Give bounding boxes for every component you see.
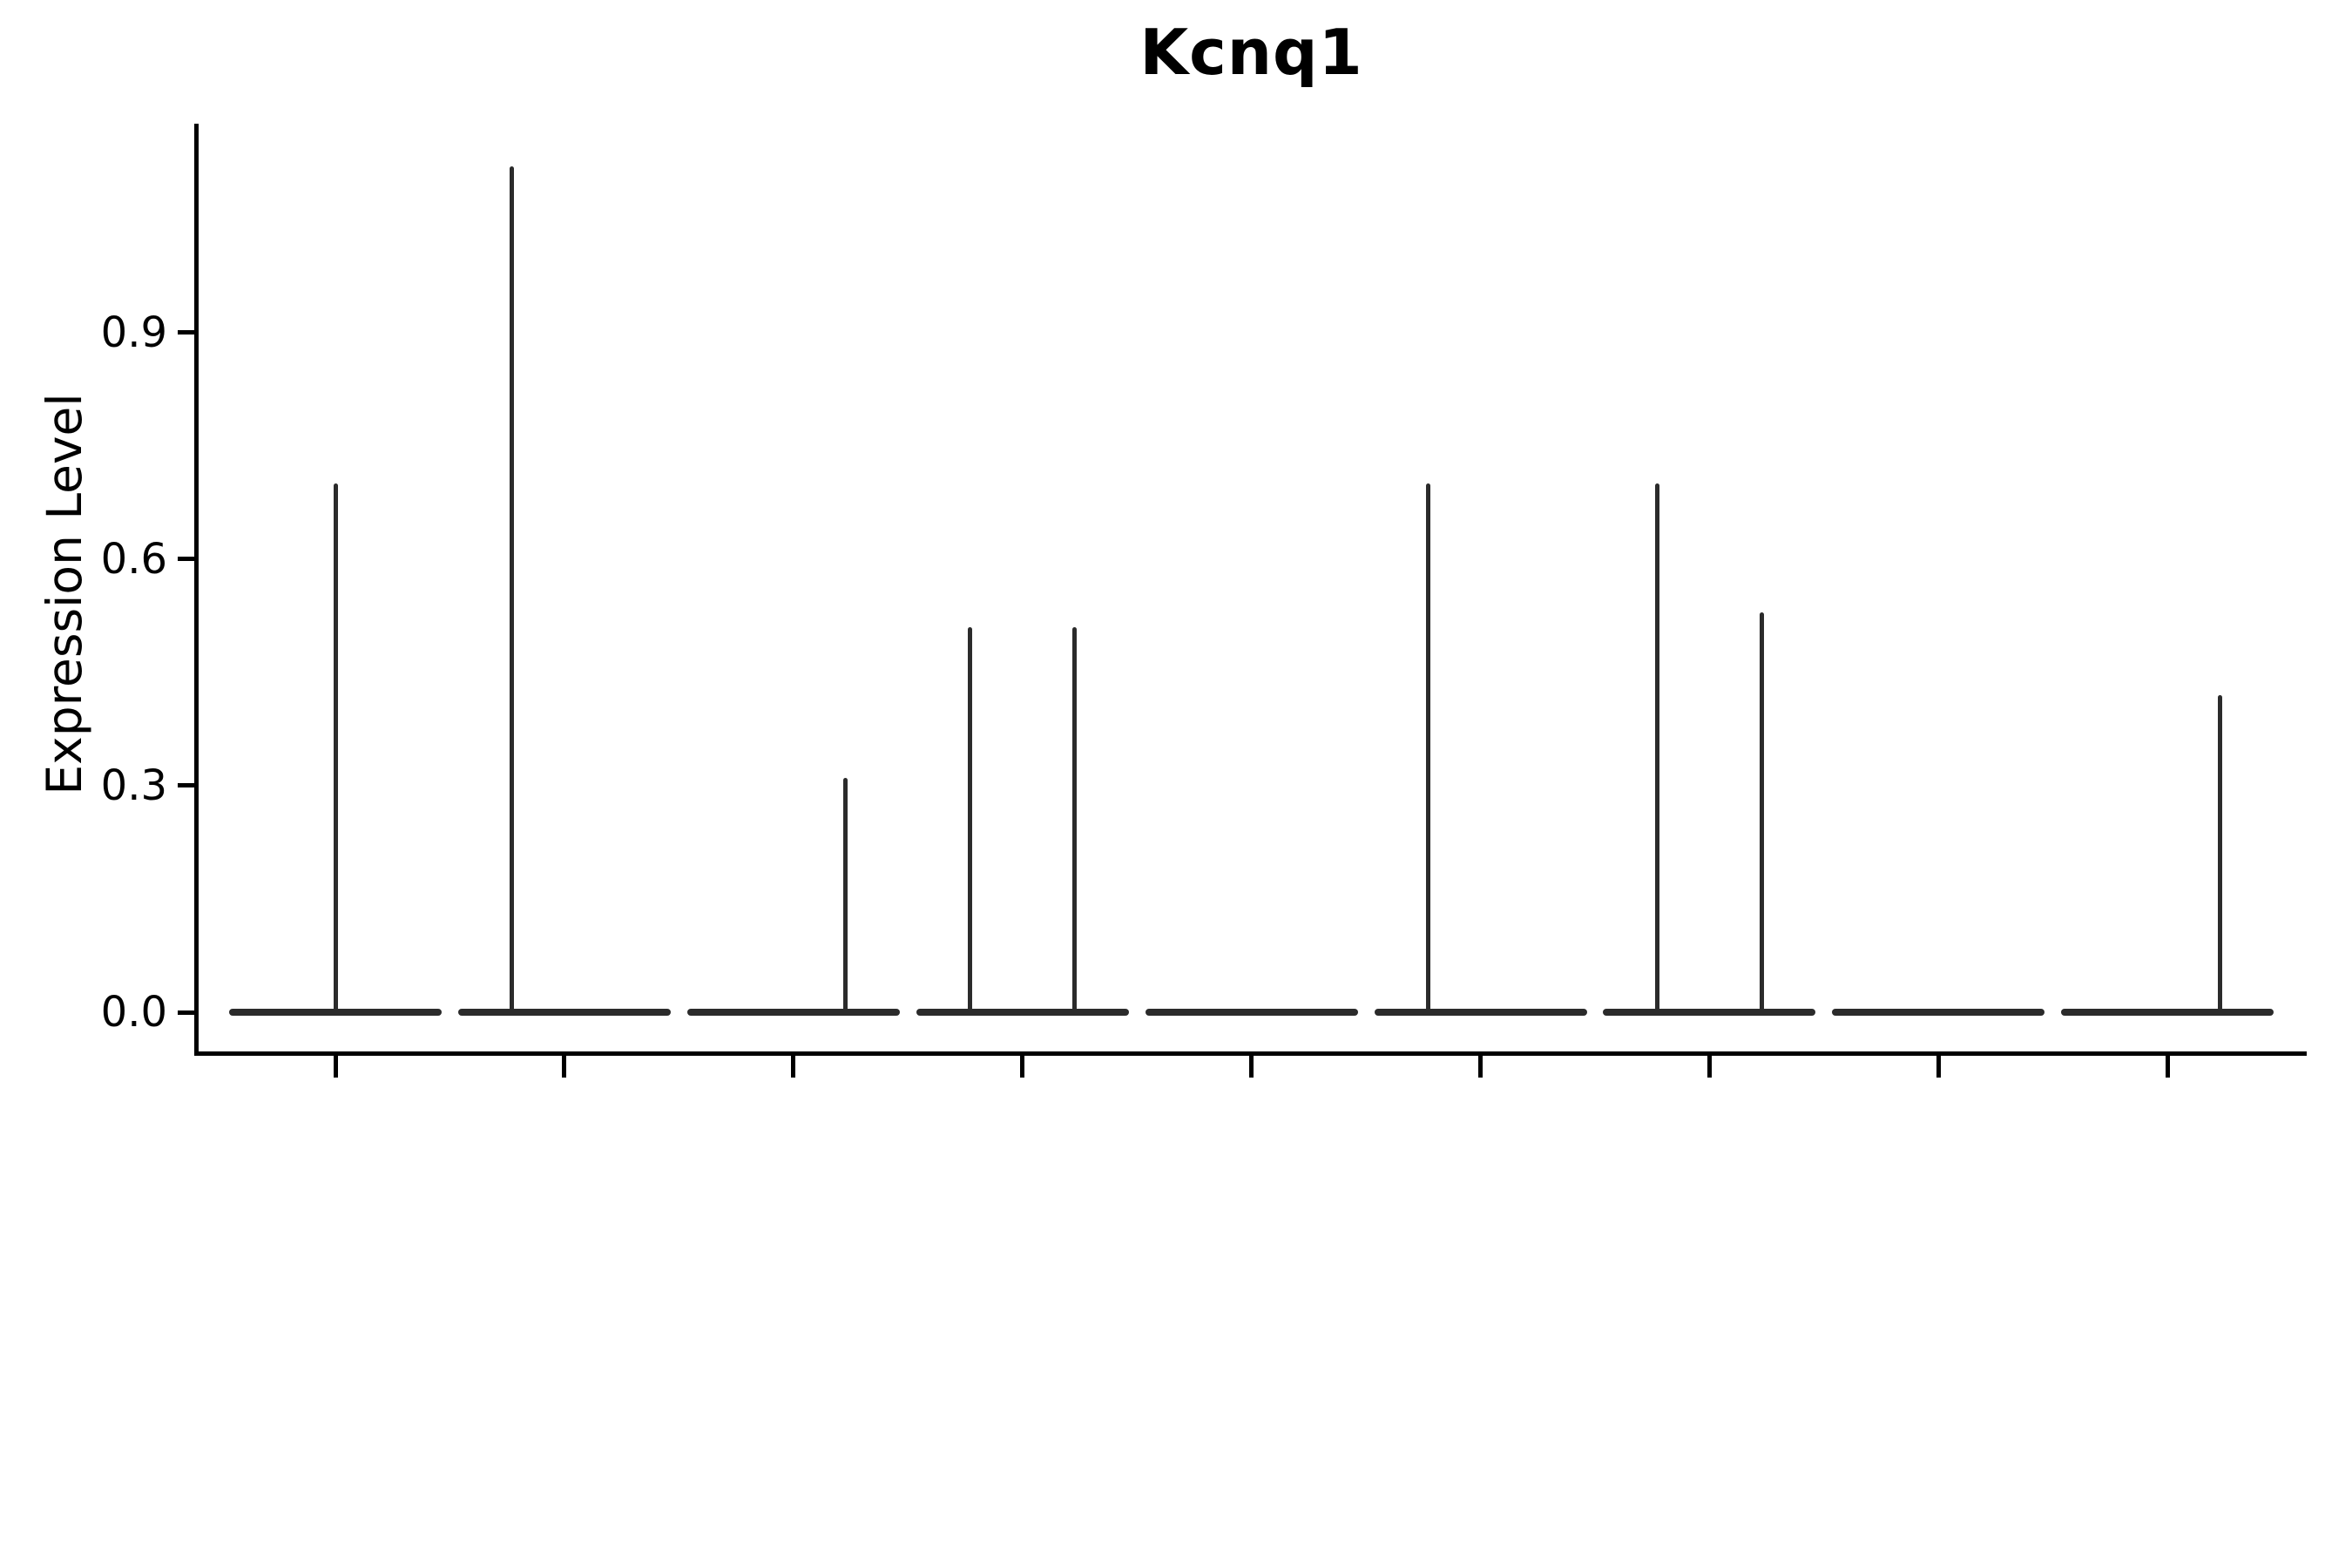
- violin-stem: [1759, 612, 1764, 1015]
- violin-base: [916, 1009, 1129, 1016]
- violin-base: [1832, 1009, 2045, 1016]
- violin-stem: [968, 626, 973, 1015]
- y-tick-mark: [178, 330, 198, 335]
- y-axis-spine: [194, 124, 199, 1056]
- violin-stem: [1072, 626, 1078, 1015]
- chart-title: Kcnq1: [1139, 16, 1363, 89]
- y-tick-label: 0.0: [100, 988, 167, 1037]
- violin-base: [1374, 1009, 1587, 1016]
- violin-stem: [2217, 694, 2222, 1015]
- x-tick-mark: [1478, 1053, 1483, 1078]
- violin-stem: [510, 166, 515, 1015]
- x-tick-mark: [333, 1053, 338, 1078]
- x-tick-mark: [791, 1053, 796, 1078]
- violin-base: [1603, 1009, 1816, 1016]
- violin-stem: [1426, 483, 1430, 1015]
- x-tick-mark: [1707, 1053, 1712, 1078]
- x-tick-mark: [1020, 1053, 1025, 1078]
- y-tick-mark: [178, 783, 198, 788]
- violin-stem: [333, 483, 338, 1015]
- y-tick-label: 0.3: [100, 760, 167, 810]
- violin-base: [2061, 1009, 2274, 1016]
- x-tick-mark: [1936, 1053, 1941, 1078]
- x-tick-mark: [2165, 1053, 2170, 1078]
- violin-base: [457, 1009, 671, 1016]
- x-tick-mark: [562, 1053, 567, 1078]
- violin-stem: [1654, 483, 1659, 1015]
- y-tick-label: 0.9: [100, 308, 167, 357]
- x-tick-mark: [1249, 1053, 1254, 1078]
- y-tick-mark: [178, 557, 198, 562]
- violin-base: [686, 1009, 900, 1016]
- violin-stem: [843, 778, 848, 1015]
- violin-base: [1145, 1009, 1358, 1016]
- y-tick-label: 0.6: [100, 534, 167, 584]
- y-tick-mark: [178, 1010, 198, 1015]
